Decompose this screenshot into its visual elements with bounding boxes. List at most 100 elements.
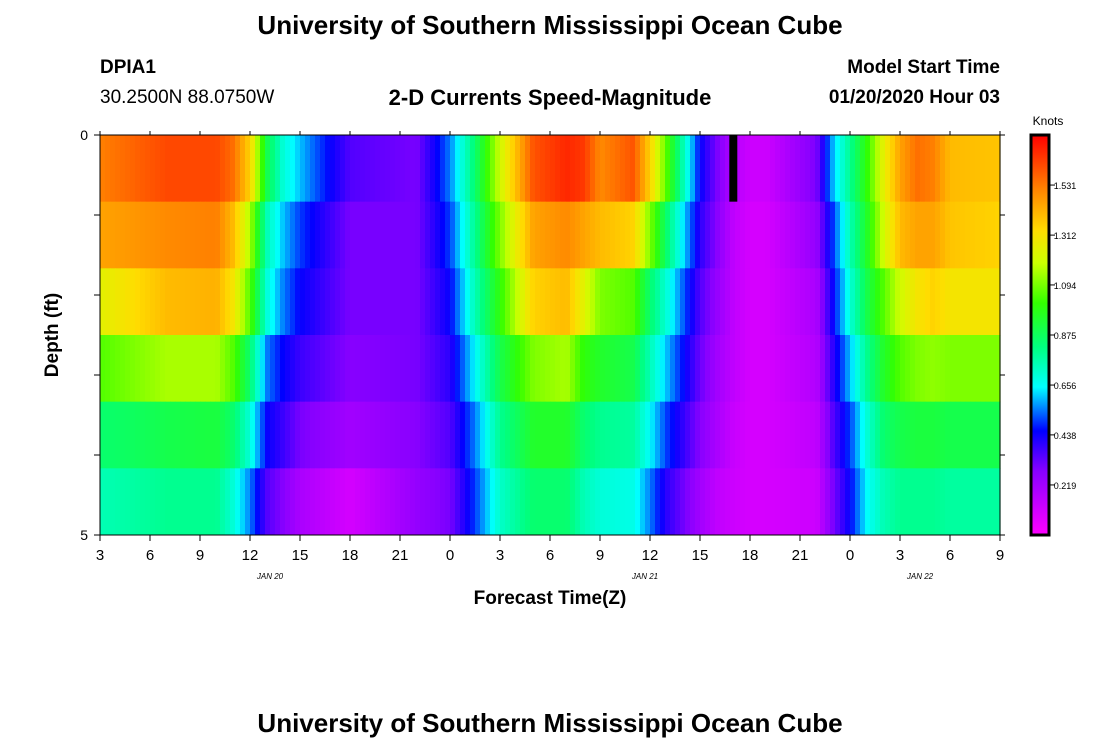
heatmap-cell bbox=[930, 268, 936, 336]
heatmap-cell bbox=[775, 135, 781, 203]
heatmap-cell bbox=[480, 468, 486, 536]
heatmap-cell bbox=[830, 201, 836, 269]
heatmap-cell bbox=[205, 468, 211, 536]
date-label: JAN 20 bbox=[256, 572, 284, 581]
x-axis: 3 6 9 12 15 18 21 0 3 6 9 12 15 18 21 0 3 6 9 JAN 20 JAN 21 J… bbox=[96, 131, 1004, 581]
heatmap-cell bbox=[235, 201, 241, 269]
heatmap-cell bbox=[190, 335, 196, 403]
heatmap-cell bbox=[755, 335, 761, 403]
heatmap-cell bbox=[310, 335, 316, 403]
heatmap-cell bbox=[120, 201, 126, 269]
heatmap-cell bbox=[825, 468, 831, 536]
heatmap-cell bbox=[470, 268, 476, 336]
heatmap-cell bbox=[980, 135, 986, 203]
heatmap-cell bbox=[530, 335, 536, 403]
heatmap-cell bbox=[535, 401, 541, 469]
heatmap-cell bbox=[645, 201, 651, 269]
heatmap-cell bbox=[425, 268, 431, 336]
heatmap-cell bbox=[235, 268, 241, 336]
heatmap-cell bbox=[410, 468, 416, 536]
heatmap-cell bbox=[505, 201, 511, 269]
heatmap-cell bbox=[705, 201, 711, 269]
heatmap-cell bbox=[760, 401, 766, 469]
heatmap-cell bbox=[800, 468, 806, 536]
heatmap-cell bbox=[150, 268, 156, 336]
heatmap-cell bbox=[860, 135, 866, 203]
heatmap-cell bbox=[265, 135, 271, 203]
heatmap-cell bbox=[885, 335, 891, 403]
heatmap-cell bbox=[720, 135, 726, 203]
heatmap-cell bbox=[290, 468, 296, 536]
heatmap-cell bbox=[760, 201, 766, 269]
heatmap-cell bbox=[880, 401, 886, 469]
heatmap-cell bbox=[895, 135, 901, 203]
date-label: JAN 22 bbox=[906, 572, 934, 581]
heatmap-cell bbox=[900, 335, 906, 403]
heatmap-cell bbox=[685, 335, 691, 403]
heatmap-cell bbox=[315, 268, 321, 336]
heatmap-cell bbox=[930, 401, 936, 469]
heatmap-cell bbox=[630, 268, 636, 336]
heatmap-cell bbox=[635, 468, 641, 536]
heatmap-cell bbox=[115, 201, 121, 269]
heatmap-cell bbox=[455, 135, 461, 203]
heatmap-cell bbox=[745, 401, 751, 469]
heatmap-cell bbox=[535, 135, 541, 203]
heatmap-cell bbox=[565, 201, 571, 269]
heatmap-cell bbox=[635, 268, 641, 336]
heatmap-cell bbox=[500, 201, 506, 269]
heatmap-cell bbox=[410, 335, 416, 403]
heatmap-cell bbox=[210, 135, 216, 203]
heatmap-cell bbox=[665, 335, 671, 403]
heatmap-cell bbox=[995, 201, 1001, 269]
heatmap-cell bbox=[770, 201, 776, 269]
heatmap-cell bbox=[610, 201, 616, 269]
heatmap-cell bbox=[525, 201, 531, 269]
heatmap-cell bbox=[930, 335, 936, 403]
heatmap-cell bbox=[825, 268, 831, 336]
heatmap-cell bbox=[750, 201, 756, 269]
heatmap-cell bbox=[655, 468, 661, 536]
heatmap-cell bbox=[380, 268, 386, 336]
heatmap-cell bbox=[175, 401, 181, 469]
heatmap-cell bbox=[835, 135, 841, 203]
heatmap-cell bbox=[400, 401, 406, 469]
heatmap-cell bbox=[145, 468, 151, 536]
heatmap-cell bbox=[110, 135, 116, 203]
heatmap-cell bbox=[395, 135, 401, 203]
heatmap-cell bbox=[975, 135, 981, 203]
heatmap-cell bbox=[230, 468, 236, 536]
heatmap-cell bbox=[720, 268, 726, 336]
heatmap-cell bbox=[260, 268, 266, 336]
x-tick-label: 6 bbox=[946, 547, 954, 564]
heatmap-cell bbox=[385, 201, 391, 269]
heatmap-cell bbox=[895, 335, 901, 403]
heatmap-cell bbox=[555, 201, 561, 269]
heatmap-cell bbox=[900, 135, 906, 203]
heatmap-cell bbox=[715, 135, 721, 203]
heatmap-cell bbox=[775, 335, 781, 403]
heatmap-cell bbox=[195, 268, 201, 336]
heatmap-cell bbox=[805, 201, 811, 269]
heatmap-cell bbox=[365, 468, 371, 536]
heatmap-cell bbox=[525, 401, 531, 469]
heatmap-cell bbox=[305, 335, 311, 403]
heatmap-cell bbox=[230, 401, 236, 469]
heatmap-cell bbox=[945, 135, 951, 203]
heatmap-cell bbox=[730, 401, 736, 469]
heatmap-cell bbox=[890, 268, 896, 336]
heatmap-cell bbox=[830, 135, 836, 203]
heatmap-cell bbox=[945, 401, 951, 469]
heatmap-cell bbox=[125, 268, 131, 336]
heatmap-cell bbox=[840, 401, 846, 469]
heatmap-cell bbox=[225, 135, 231, 203]
heatmap-cell bbox=[820, 401, 826, 469]
heatmap-cell bbox=[570, 335, 576, 403]
heatmap-cell bbox=[105, 468, 111, 536]
heatmap-cell bbox=[880, 268, 886, 336]
heatmap-cell bbox=[240, 401, 246, 469]
heatmap-cell bbox=[145, 401, 151, 469]
heatmap-cell bbox=[875, 268, 881, 336]
heatmap-cell bbox=[370, 201, 376, 269]
heatmap-cell bbox=[705, 268, 711, 336]
